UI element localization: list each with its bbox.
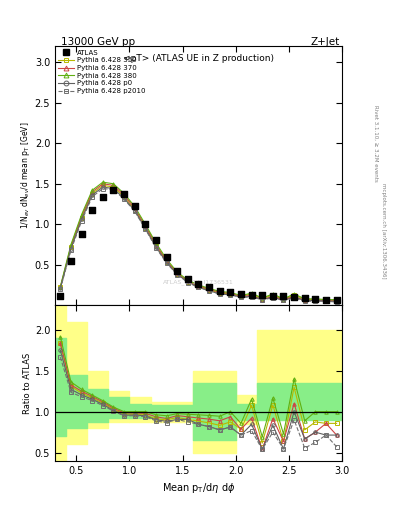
Text: Z+Jet: Z+Jet bbox=[311, 37, 340, 47]
Point bbox=[142, 220, 149, 228]
Text: Rivet 3.1.10, ≥ 3.2M events: Rivet 3.1.10, ≥ 3.2M events bbox=[373, 105, 378, 182]
Point bbox=[248, 291, 255, 299]
Point bbox=[68, 257, 74, 265]
X-axis label: Mean p$_{\rm T}$/d$\eta$ d$\phi$: Mean p$_{\rm T}$/d$\eta$ d$\phi$ bbox=[162, 481, 235, 495]
Point bbox=[79, 230, 85, 238]
Point bbox=[206, 283, 212, 291]
Point bbox=[132, 202, 138, 210]
Point bbox=[89, 206, 95, 214]
Text: 13000 GeV pp: 13000 GeV pp bbox=[61, 37, 135, 47]
Point bbox=[100, 193, 106, 201]
Point bbox=[312, 295, 318, 303]
Point bbox=[185, 275, 191, 284]
Point bbox=[163, 252, 170, 261]
Point bbox=[259, 291, 265, 299]
Point bbox=[333, 295, 340, 304]
Point bbox=[323, 295, 329, 304]
Y-axis label: 1/N$_{ev}$ dN$_{ev}$/d mean p$_{\rm T}$ [GeV]: 1/N$_{ev}$ dN$_{ev}$/d mean p$_{\rm T}$ … bbox=[19, 122, 32, 229]
Text: ATLAS_2014_I1736531: ATLAS_2014_I1736531 bbox=[163, 279, 234, 285]
Point bbox=[301, 294, 308, 302]
Point bbox=[174, 267, 180, 275]
Text: <pT> (ATLAS UE in Z production): <pT> (ATLAS UE in Z production) bbox=[123, 54, 274, 63]
Point bbox=[121, 189, 127, 198]
Text: mcplots.cern.ch [arXiv:1306.3436]: mcplots.cern.ch [arXiv:1306.3436] bbox=[381, 183, 386, 278]
Point bbox=[195, 280, 202, 288]
Point bbox=[110, 186, 117, 195]
Legend: ATLAS, Pythia 6.428 350, Pythia 6.428 370, Pythia 6.428 380, Pythia 6.428 p0, Py: ATLAS, Pythia 6.428 350, Pythia 6.428 37… bbox=[57, 48, 147, 96]
Point bbox=[291, 293, 297, 301]
Point bbox=[153, 237, 159, 245]
Point bbox=[227, 288, 233, 296]
Point bbox=[57, 291, 64, 300]
Point bbox=[270, 291, 276, 300]
Y-axis label: Ratio to ATLAS: Ratio to ATLAS bbox=[23, 352, 32, 414]
Point bbox=[217, 287, 223, 295]
Point bbox=[280, 292, 286, 301]
Point bbox=[238, 290, 244, 298]
